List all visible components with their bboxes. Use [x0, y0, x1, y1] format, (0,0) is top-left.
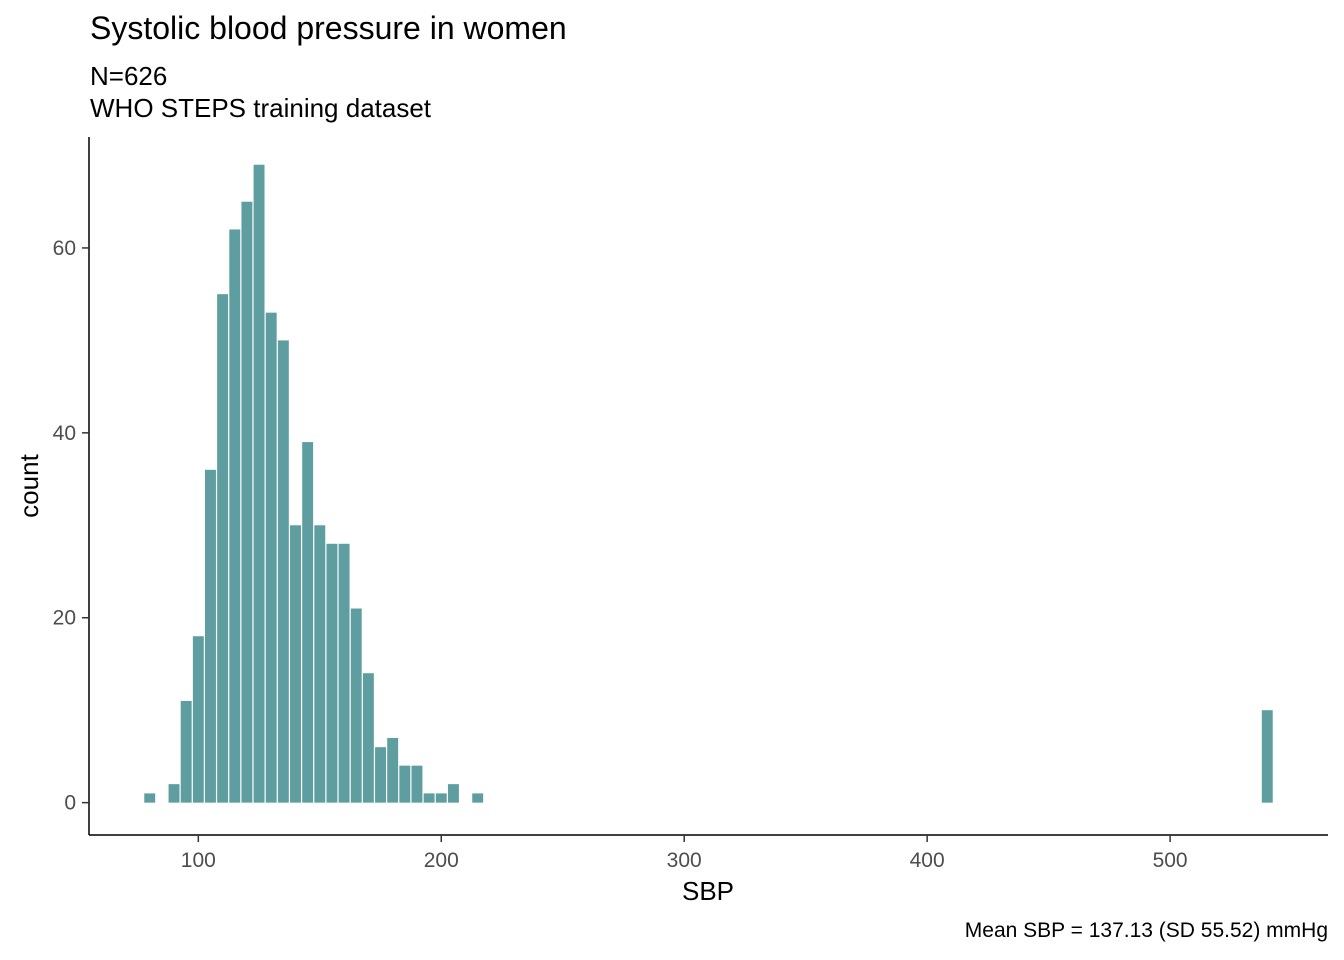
histogram-bar — [399, 765, 411, 803]
histogram-bar — [192, 636, 204, 803]
histogram-bar — [435, 793, 447, 803]
histogram-bar — [302, 442, 314, 803]
subtitle-line-n: N=626 — [90, 61, 168, 91]
x-tick-label: 100 — [181, 849, 216, 872]
histogram-bar — [472, 793, 484, 803]
histogram-bar — [362, 673, 374, 803]
y-tick-label: 20 — [53, 607, 76, 630]
x-tick-label: 300 — [667, 849, 702, 872]
subtitle-line-dataset: WHO STEPS training dataset — [90, 93, 432, 123]
x-axis-title: SBP — [682, 876, 734, 906]
x-ticks-group: 100 200 300 400 500 — [181, 835, 1188, 872]
histogram-bar — [314, 525, 326, 803]
histogram-bar — [326, 543, 338, 803]
histogram-bar — [447, 784, 459, 803]
histogram-bar — [350, 608, 362, 803]
histogram-bar — [205, 469, 216, 803]
y-axis-title: count — [14, 453, 44, 517]
x-tick-label: 400 — [910, 849, 945, 872]
histogram-bar — [144, 793, 156, 803]
y-tick-label: 40 — [53, 422, 76, 445]
histogram-bar — [1261, 710, 1273, 803]
histogram-bar — [217, 294, 229, 803]
bars-group — [144, 164, 1273, 803]
histogram-bar — [241, 201, 253, 803]
histogram-bar — [277, 340, 289, 803]
histogram-bar — [423, 793, 435, 803]
chart-caption: Mean SBP = 137.13 (SD 55.52) mmHg — [964, 919, 1328, 942]
histogram-bar — [168, 784, 180, 803]
histogram-bar — [265, 312, 277, 803]
histogram-bar — [338, 543, 350, 803]
histogram-bar — [387, 737, 399, 803]
x-tick-label: 500 — [1153, 849, 1188, 872]
chart-title: Systolic blood pressure in women — [90, 10, 567, 46]
histogram-bar — [253, 164, 265, 803]
histogram-bar — [375, 747, 386, 803]
histogram-bar — [290, 525, 301, 803]
histogram-bar — [180, 700, 192, 803]
histogram-bar — [411, 765, 423, 803]
histogram-bar — [229, 229, 241, 803]
y-ticks-group: 0 20 40 60 — [53, 237, 89, 815]
chart-subtitle: N=626 WHO STEPS training dataset — [90, 60, 431, 124]
y-tick-label: 0 — [64, 792, 76, 815]
x-tick-label: 200 — [424, 849, 459, 872]
y-tick-label: 60 — [53, 237, 76, 260]
